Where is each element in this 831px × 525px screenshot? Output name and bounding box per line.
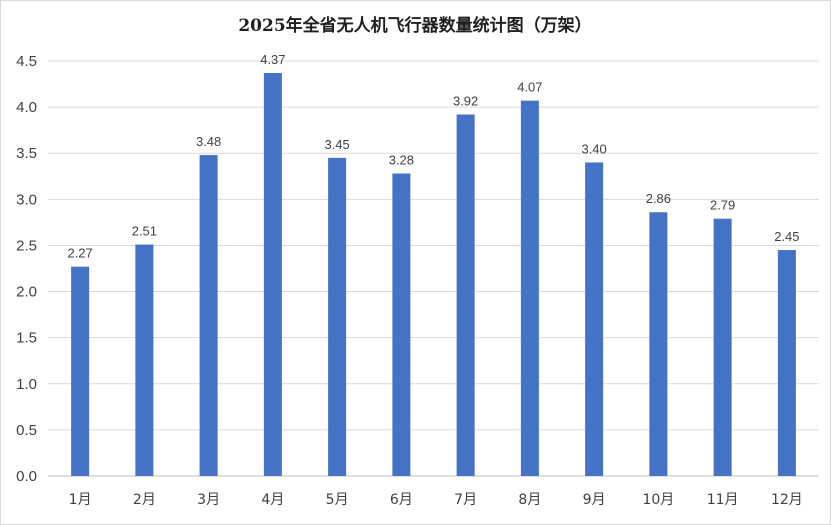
bar — [199, 155, 218, 477]
bar — [649, 212, 668, 476]
x-tick-label: 4月 — [261, 492, 284, 508]
x-tick-label: 1月 — [69, 492, 92, 508]
x-tick-label: 3月 — [197, 492, 220, 508]
x-axis-ticks: 1月 2月 3月 4月 5月 6月 7月 8月 9月 10月 11月 12月 — [69, 492, 803, 508]
bar — [135, 244, 154, 476]
bars — [71, 72, 796, 477]
y-tick-label: 4.5 — [16, 53, 37, 70]
x-tick-label: 9月 — [583, 492, 606, 508]
data-labels: 2.27 2.51 3.48 4.37 3.45 3.28 3.92 4.07 3.40 2.86… — [67, 52, 799, 261]
bar — [328, 157, 347, 477]
y-tick-label: 3.0 — [16, 191, 37, 208]
data-label: 4.37 — [260, 52, 285, 67]
data-label: 3.40 — [581, 141, 606, 156]
y-tick-label: 1.0 — [16, 376, 37, 393]
data-label: 2.51 — [132, 224, 157, 239]
data-label: 3.92 — [453, 93, 478, 108]
bar — [71, 266, 90, 476]
data-label: 2.86 — [646, 191, 671, 206]
bar — [263, 72, 282, 476]
data-label: 3.28 — [389, 153, 414, 168]
bar — [713, 218, 732, 476]
data-label: 2.79 — [710, 198, 735, 213]
y-tick-label: 4.0 — [16, 99, 37, 116]
chart-title: 2025年全省无人机飞行器数量统计图（万架） — [238, 15, 591, 36]
y-axis-ticks: 0.0 0.5 1.0 1.5 2.0 2.5 3.0 3.5 4.0 4.5 — [16, 53, 37, 485]
x-tick-label: 2月 — [133, 492, 156, 508]
y-tick-label: 0.0 — [16, 468, 37, 485]
data-label: 3.48 — [196, 134, 221, 149]
data-label: 2.27 — [67, 246, 92, 261]
x-tick-label: 7月 — [454, 492, 477, 508]
y-tick-label: 2.0 — [16, 284, 37, 301]
y-tick-label: 2.5 — [16, 237, 37, 254]
x-tick-label: 10月 — [642, 492, 674, 508]
x-tick-label: 6月 — [390, 492, 413, 508]
bar — [392, 173, 411, 476]
y-tick-label: 0.5 — [16, 422, 37, 439]
bar — [585, 162, 604, 476]
bar — [520, 100, 539, 477]
data-label: 4.07 — [517, 80, 542, 95]
data-label: 2.45 — [774, 229, 799, 244]
y-tick-label: 1.5 — [16, 330, 37, 347]
data-label: 3.45 — [324, 137, 349, 152]
y-tick-label: 3.5 — [16, 145, 37, 162]
x-tick-label: 5月 — [326, 492, 349, 508]
x-tick-label: 11月 — [707, 492, 739, 508]
x-tick-label: 12月 — [771, 492, 803, 508]
x-tick-label: 8月 — [518, 492, 541, 508]
bar — [456, 114, 475, 476]
bar — [777, 250, 796, 476]
gridlines — [48, 60, 819, 477]
